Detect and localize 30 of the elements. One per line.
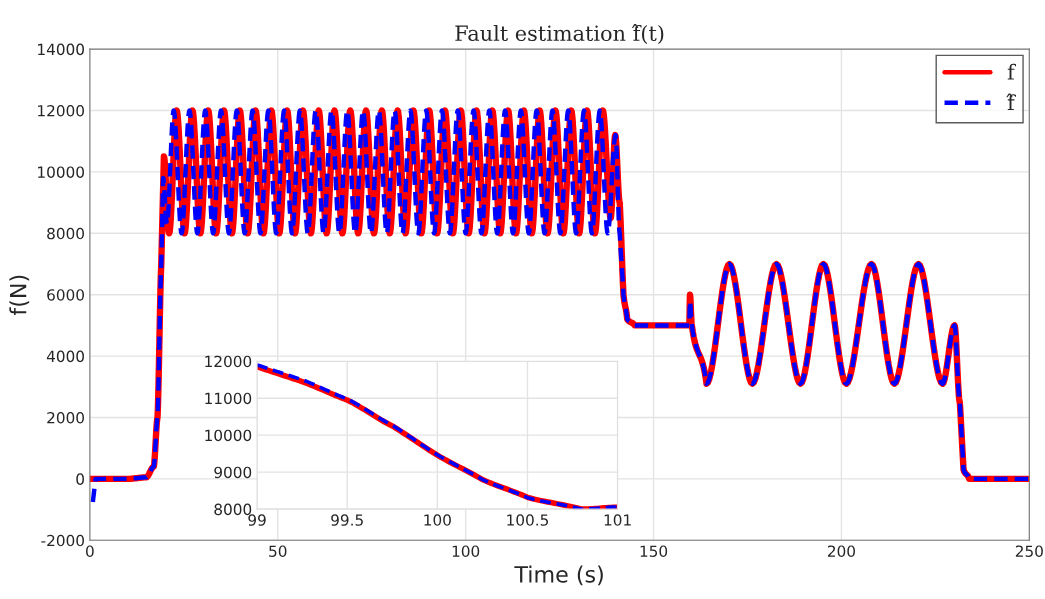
y-tick-label: -2000 bbox=[41, 534, 84, 547]
x-tick-label: 100 bbox=[452, 545, 480, 557]
x-tick-label: 99 bbox=[248, 514, 266, 526]
y-tick-label: 8000 bbox=[214, 503, 252, 516]
y-tick-label: 10000 bbox=[205, 429, 252, 442]
x-tick-label: 100 bbox=[424, 514, 451, 526]
y-tick-label: 12000 bbox=[205, 355, 252, 368]
y-tick-label: 12000 bbox=[38, 104, 84, 117]
x-tick-label: 99.5 bbox=[331, 514, 363, 526]
y-axis-title: f(N) bbox=[9, 275, 30, 316]
x-tick-label: 150 bbox=[640, 545, 668, 557]
y-tick-label: 0 bbox=[76, 473, 84, 485]
y-tick-label: 10000 bbox=[38, 166, 84, 178]
legend-label: f̂ bbox=[1006, 93, 1016, 111]
y-tick-label: 8000 bbox=[47, 227, 84, 240]
x-tick-label: 101 bbox=[604, 514, 631, 526]
x-tick-label: 100.5 bbox=[507, 514, 548, 526]
y-tick-label: 6000 bbox=[47, 289, 84, 301]
legend-label: f bbox=[1007, 63, 1016, 80]
x-tick-label: 50 bbox=[269, 545, 287, 557]
y-tick-label: 11000 bbox=[205, 392, 252, 405]
y-tick-label: 14000 bbox=[38, 43, 84, 56]
chart-title: Fault estimation f̂(t) bbox=[455, 24, 664, 45]
x-axis-title: Time (s) bbox=[514, 565, 603, 586]
x-tick-label: 0 bbox=[86, 545, 94, 557]
y-tick-label: 4000 bbox=[46, 350, 84, 363]
x-tick-label: 200 bbox=[827, 545, 855, 557]
y-tick-label: 2000 bbox=[47, 411, 84, 424]
y-tick-label: 9000 bbox=[214, 466, 252, 479]
x-tick-label: 250 bbox=[1015, 545, 1043, 557]
